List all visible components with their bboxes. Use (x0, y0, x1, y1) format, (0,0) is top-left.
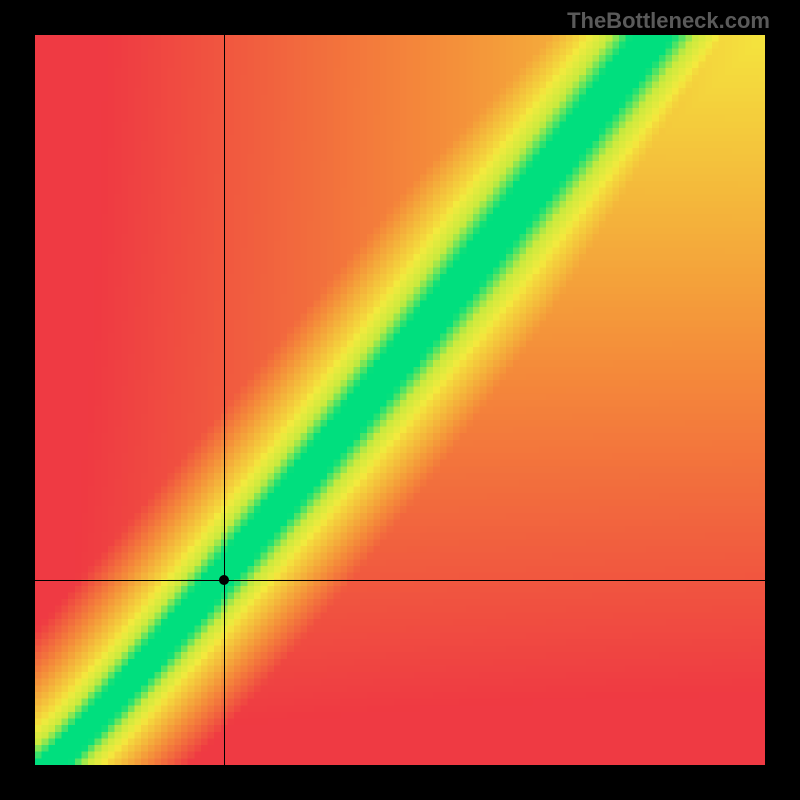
bottleneck-heatmap (35, 35, 765, 765)
watermark-text: TheBottleneck.com (567, 8, 770, 34)
crosshair-horizontal (35, 580, 765, 581)
crosshair-marker (219, 575, 229, 585)
crosshair-vertical (224, 35, 225, 765)
plot-area (35, 35, 765, 765)
